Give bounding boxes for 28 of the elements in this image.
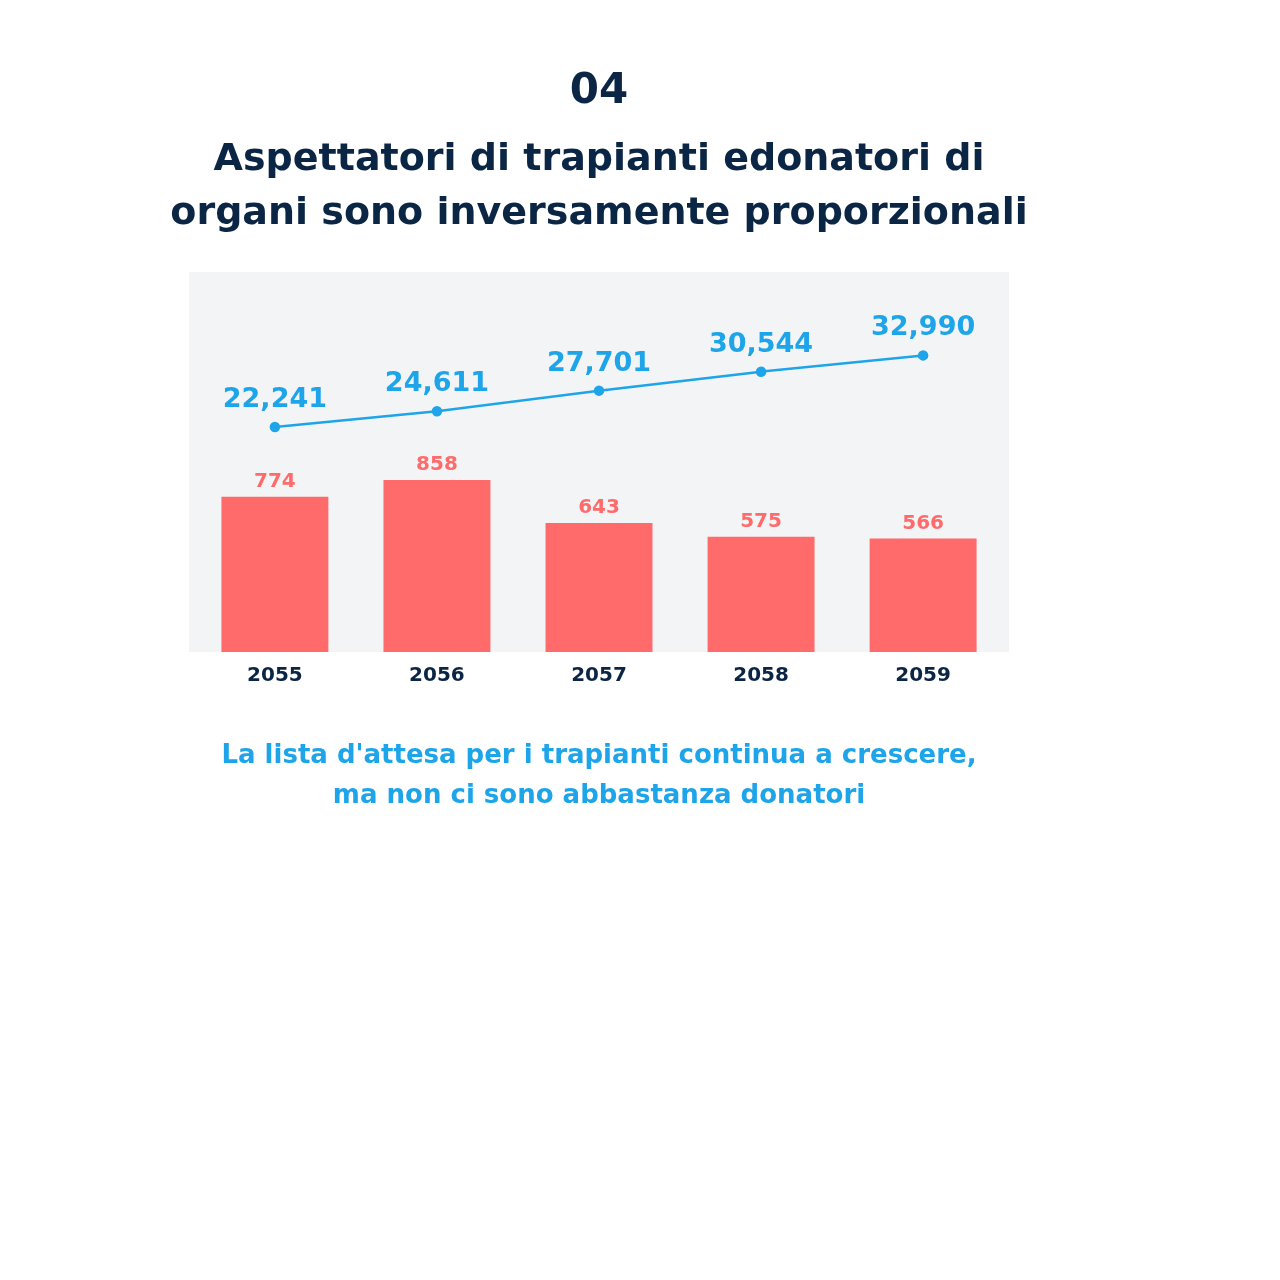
bar (383, 479, 491, 652)
data-label: 30,544 (708, 326, 814, 358)
point (917, 350, 929, 361)
x-tick-label: 2058 (733, 661, 789, 686)
point (593, 385, 605, 396)
data-label: 27,701 (546, 345, 652, 377)
bar (707, 536, 815, 652)
data-label: 643 (578, 494, 620, 519)
x-tick-label: 2059 (895, 661, 951, 686)
point (431, 406, 443, 417)
data-label: 22,241 (222, 382, 327, 414)
x-tick-label: 2055 (247, 661, 303, 686)
data-label: 774 (254, 467, 296, 492)
bar (221, 496, 329, 652)
text: 04 (569, 64, 629, 113)
bar (869, 538, 977, 652)
point (755, 366, 767, 377)
text: La lista d'attesa per i trapianti continua a crescere, ma non ci sono abbastanza donatori (221, 739, 977, 809)
data-label: 858 (416, 450, 458, 475)
x-tick-label: 2057 (571, 661, 627, 686)
x-tick-label: 2056 (409, 661, 465, 686)
chart-title: Aspettatori di trapianti edonatori di organi sono inversamente proporzionali (170, 135, 1028, 233)
data-label: 24,611 (384, 366, 490, 398)
bar (545, 523, 653, 652)
data-label: 575 (740, 507, 782, 532)
point (269, 421, 281, 433)
data-label: 32,990 (871, 310, 976, 342)
data-label: 566 (902, 509, 944, 534)
